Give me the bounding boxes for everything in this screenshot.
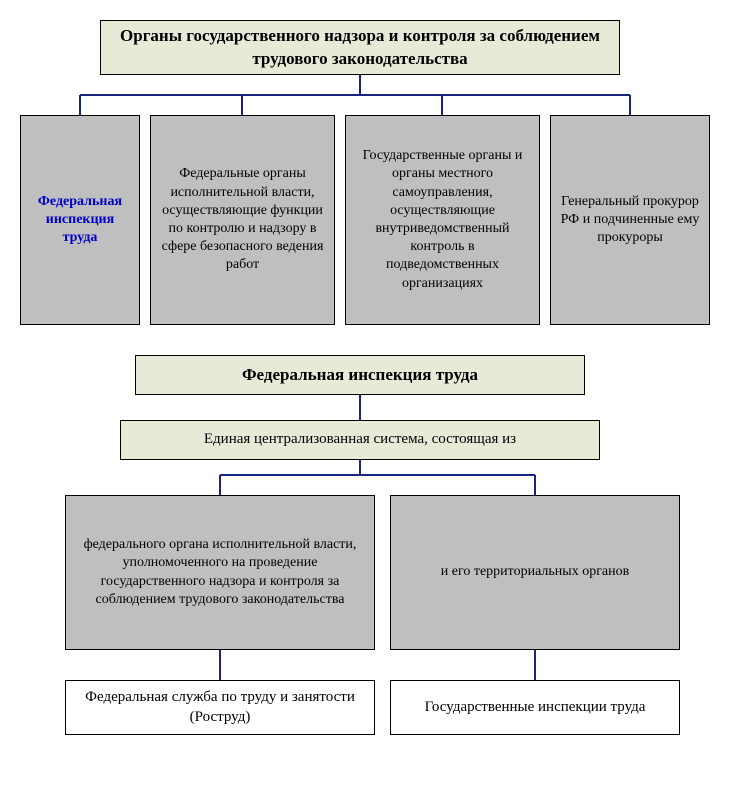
row3-box1: Федеральная служба по труду и занятости … xyxy=(65,680,375,735)
row2-box1-text: федерального органа исполнительной власт… xyxy=(74,536,366,609)
mid-title-text: Федеральная инспекция труда xyxy=(242,364,478,386)
row2-box2: и его территориальных органов xyxy=(390,495,680,650)
org-chart-diagram: Органы государственного надзора и контро… xyxy=(20,20,717,767)
row2-box2-text: и его территориальных органов xyxy=(441,563,630,581)
row3-box2-text: Государственные инспекции труда xyxy=(425,698,646,718)
mid-sub-box: Единая централизованная система, состоящ… xyxy=(120,420,600,460)
row3-box1-text: Федеральная служба по труду и занятости … xyxy=(74,688,366,727)
row1-box2: Федеральные органы исполнительной власти… xyxy=(150,115,335,325)
row2-box1: федерального органа исполнительной власт… xyxy=(65,495,375,650)
row1-box3: Государственные органы и органы местного… xyxy=(345,115,540,325)
top-title-box: Органы государственного надзора и контро… xyxy=(100,20,620,75)
row1-box1-text: Федеральная инспекция труда xyxy=(29,193,131,248)
row1-box2-text: Федеральные органы исполнительной власти… xyxy=(159,165,326,274)
mid-title-box: Федеральная инспекция труда xyxy=(135,355,585,395)
mid-sub-text: Единая централизованная система, состоящ… xyxy=(204,430,516,450)
top-title-text: Органы государственного надзора и контро… xyxy=(109,25,611,69)
row3-box2: Государственные инспекции труда xyxy=(390,680,680,735)
row1-box1: Федеральная инспекция труда xyxy=(20,115,140,325)
row1-box3-text: Государственные органы и органы местного… xyxy=(354,147,531,293)
row1-box4-text: Генеральный прокурор РФ и подчиненные ем… xyxy=(559,193,701,248)
row1-box4: Генеральный прокурор РФ и подчиненные ем… xyxy=(550,115,710,325)
